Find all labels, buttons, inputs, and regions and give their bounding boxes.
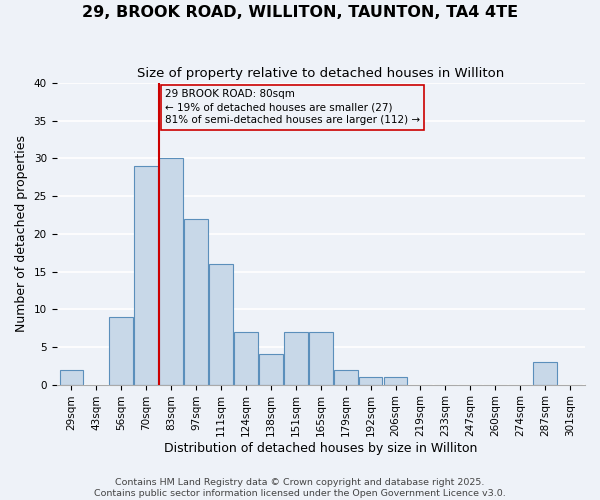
- Bar: [160, 158, 183, 384]
- Bar: [134, 166, 158, 384]
- Bar: [309, 332, 332, 384]
- Bar: [109, 317, 133, 384]
- Bar: [284, 332, 308, 384]
- Bar: [59, 370, 83, 384]
- Title: Size of property relative to detached houses in Williton: Size of property relative to detached ho…: [137, 68, 505, 80]
- Bar: [384, 377, 407, 384]
- Bar: [234, 332, 258, 384]
- Bar: [334, 370, 358, 384]
- Bar: [259, 354, 283, 384]
- Text: 29 BROOK ROAD: 80sqm
← 19% of detached houses are smaller (27)
81% of semi-detac: 29 BROOK ROAD: 80sqm ← 19% of detached h…: [165, 89, 420, 126]
- X-axis label: Distribution of detached houses by size in Williton: Distribution of detached houses by size …: [164, 442, 478, 455]
- Y-axis label: Number of detached properties: Number of detached properties: [15, 136, 28, 332]
- Bar: [359, 377, 382, 384]
- Text: 29, BROOK ROAD, WILLITON, TAUNTON, TA4 4TE: 29, BROOK ROAD, WILLITON, TAUNTON, TA4 4…: [82, 5, 518, 20]
- Bar: [533, 362, 557, 384]
- Text: Contains HM Land Registry data © Crown copyright and database right 2025.
Contai: Contains HM Land Registry data © Crown c…: [94, 478, 506, 498]
- Bar: [209, 264, 233, 384]
- Bar: [184, 218, 208, 384]
